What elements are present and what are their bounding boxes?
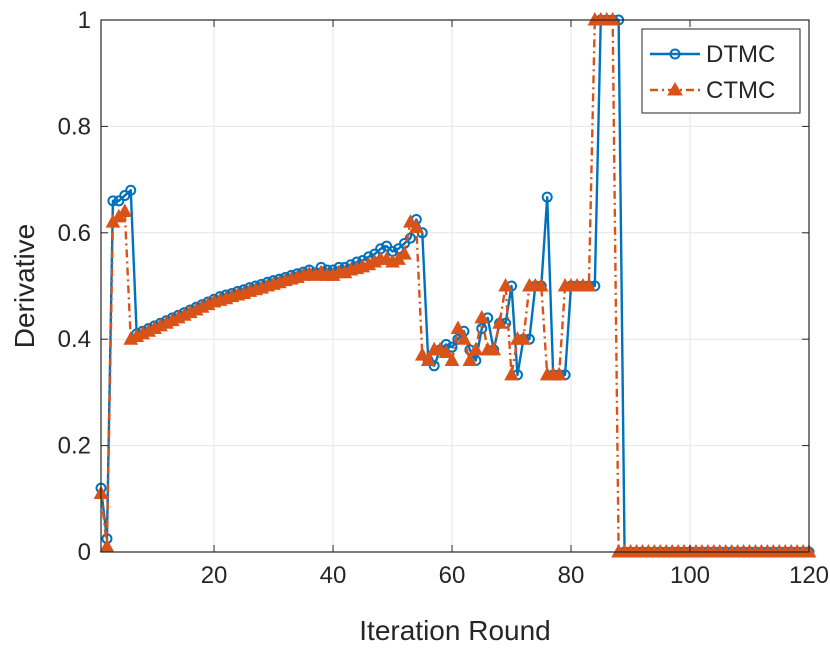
data-point-ctmc <box>516 331 531 345</box>
x-tick-label: 60 <box>439 562 466 589</box>
data-point-dtmc <box>476 323 488 335</box>
x-tick-label: 40 <box>320 562 347 589</box>
y-tick-label: 0.8 <box>58 113 91 140</box>
data-point-ctmc <box>474 309 490 324</box>
x-tick-label: 120 <box>789 562 829 589</box>
data-point-dtmc <box>125 184 137 196</box>
data-point-ctmc <box>456 331 472 345</box>
legend: DTMC CTMC <box>641 28 801 114</box>
x-axis-title: Iteration Round <box>359 615 550 646</box>
legend-dtmc-marker <box>669 48 681 60</box>
x-axis: 20 40 60 80 100 120 <box>201 20 829 589</box>
y-axis: 0 0.2 0.4 0.6 0.8 1 <box>58 7 809 566</box>
x-tick-label: 100 <box>670 562 710 589</box>
data-point-ctmc <box>117 203 133 218</box>
data-point-ctmc <box>468 341 484 356</box>
data-point-ctmc <box>420 352 436 366</box>
y-tick-label: 0.4 <box>58 326 91 353</box>
plot-frame <box>100 19 810 553</box>
data-point-ctmc <box>408 219 424 233</box>
y-tick-label: 0.2 <box>58 433 91 460</box>
data-point-ctmc <box>397 246 412 260</box>
data-point-ctmc <box>462 352 478 366</box>
data-point-ctmc <box>498 277 513 292</box>
legend-ctmc-label: CTMC <box>706 77 775 104</box>
data-point-dtmc <box>113 195 125 207</box>
y-tick-label: 0.6 <box>58 220 91 247</box>
data-point-ctmc <box>533 277 549 292</box>
x-tick-label: 80 <box>558 562 585 589</box>
data-point-dtmc <box>404 232 416 244</box>
data-point-ctmc <box>438 344 454 358</box>
data-point-ctmc <box>504 366 519 381</box>
y-axis-title: Derivative <box>9 224 40 348</box>
legend-ctmc-marker <box>667 82 683 96</box>
data-point-dtmc <box>381 240 393 252</box>
y-tick-label: 0 <box>78 539 91 566</box>
legend-box <box>641 28 801 114</box>
data-point-ctmc <box>403 214 418 228</box>
data-point-dtmc <box>119 190 131 202</box>
data-point-dtmc <box>541 191 553 203</box>
x-tick-label: 20 <box>201 562 228 589</box>
data-point-ctmc <box>605 11 621 26</box>
data-point-ctmc <box>444 352 460 366</box>
data-point-ctmc <box>486 341 502 356</box>
legend-dtmc-label: DTMC <box>706 41 775 68</box>
data-point-ctmc <box>450 320 466 335</box>
data-point-dtmc <box>107 195 119 207</box>
data-point-ctmc <box>414 347 430 361</box>
data-point-ctmc <box>551 366 567 381</box>
data-point-ctmc <box>581 277 597 292</box>
y-tick-label: 1 <box>78 7 91 34</box>
data-point-ctmc <box>492 315 507 329</box>
